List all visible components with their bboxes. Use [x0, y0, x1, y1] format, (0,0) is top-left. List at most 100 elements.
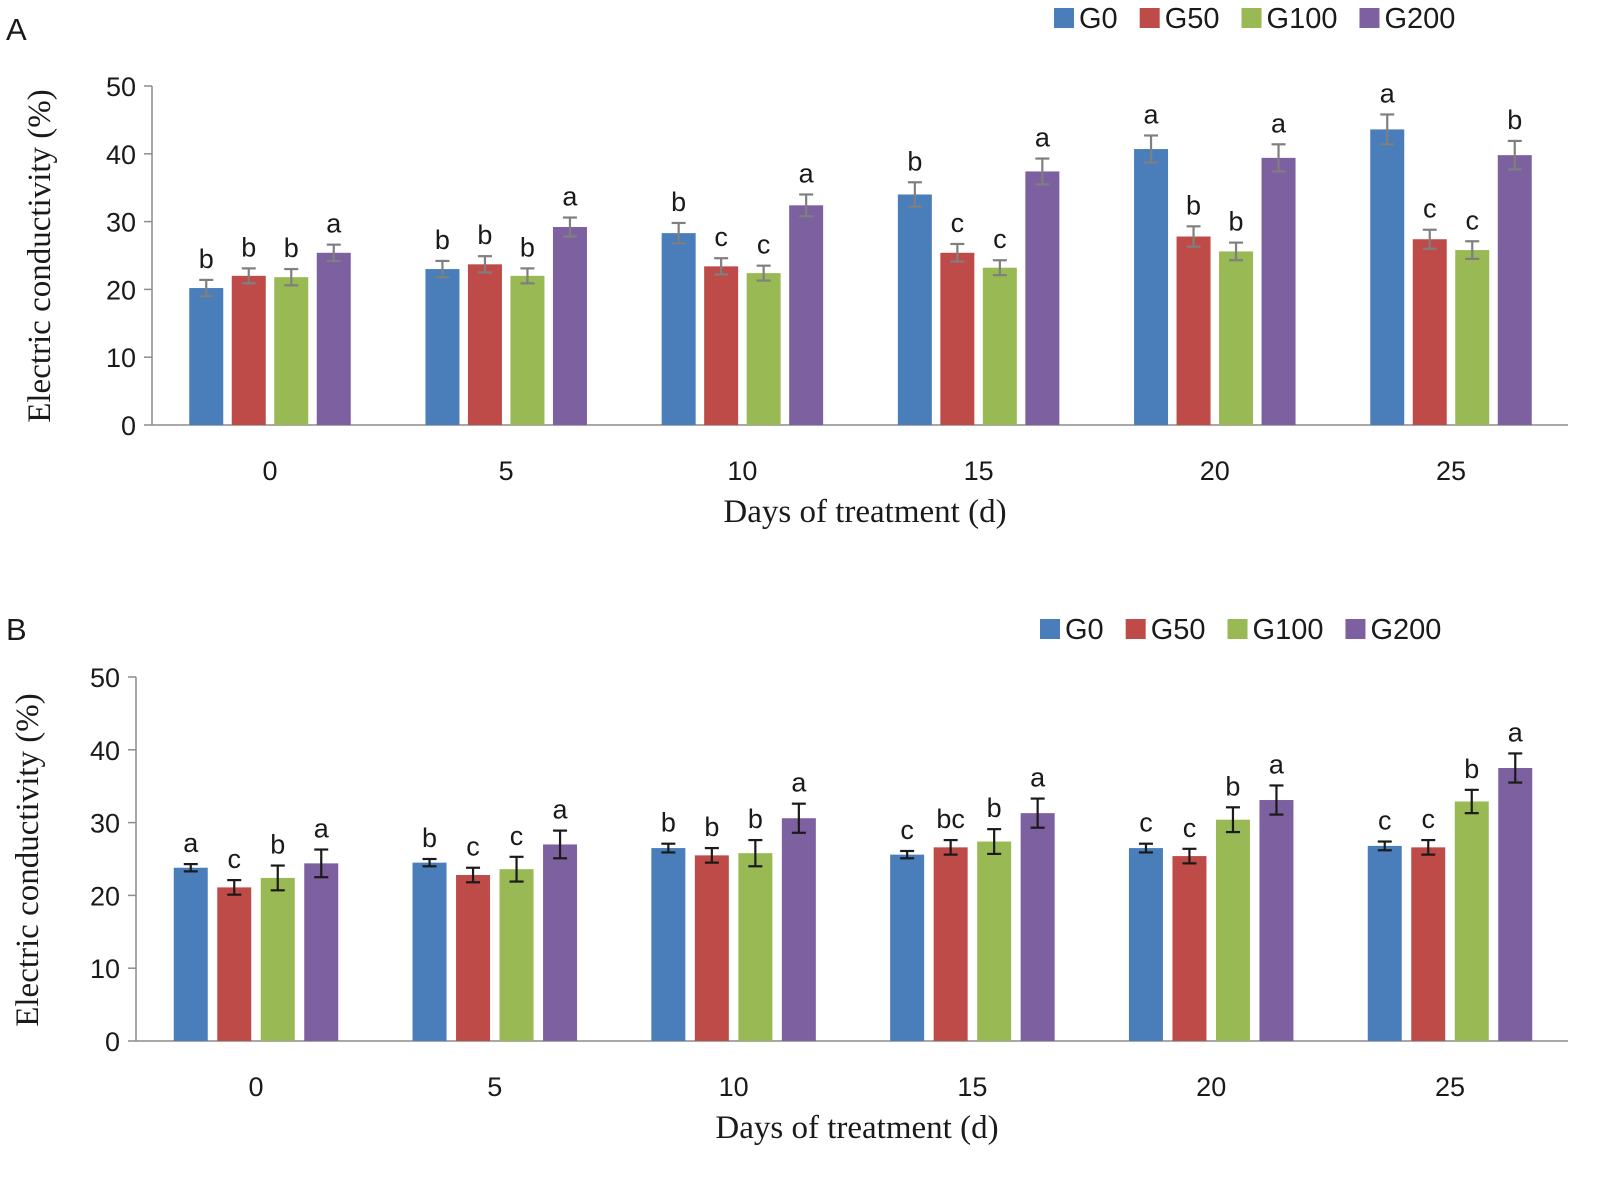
error-bar [270, 864, 285, 892]
error-bar [509, 855, 524, 883]
y-tick-label: 50 [106, 72, 136, 102]
bar-g50-day-25 [1411, 847, 1446, 1041]
x-tick-label: 5 [499, 456, 514, 486]
significance-letter: a [314, 814, 330, 844]
error-bar [1464, 788, 1479, 815]
error-bar [422, 857, 437, 868]
y-tick-label: 0 [105, 1027, 120, 1057]
significance-letter: c [228, 844, 242, 874]
legend-label: G0 [1065, 614, 1104, 646]
bar-g50-day-5 [467, 264, 502, 425]
y-tick-label: 30 [106, 208, 136, 238]
significance-letter: c [993, 224, 1007, 254]
panel-label-a: A [6, 12, 27, 47]
error-bar [791, 802, 806, 834]
significance-letter: c [1378, 806, 1392, 836]
x-axis-title: Days of treatment (d) [715, 1110, 998, 1146]
bar-g50-day-20 [1172, 856, 1207, 1041]
error-bar [1030, 797, 1045, 829]
significance-letter: b [477, 220, 492, 250]
error-bar [704, 846, 719, 864]
significance-letter: b [241, 232, 256, 262]
error-bar [1138, 842, 1153, 854]
bar-g50-day-20 [1176, 236, 1211, 425]
y-tick-label: 40 [90, 736, 120, 766]
legend-item-g100: G100 [1241, 3, 1338, 35]
bar-g200-day-25 [1497, 155, 1532, 425]
bar-g50-day-10 [694, 855, 729, 1041]
bar-g50-day-0 [231, 275, 266, 425]
bar-g0-day-0 [173, 867, 208, 1041]
significance-letter: b [1186, 190, 1201, 220]
error-bar [671, 221, 686, 245]
legend-item-g50: G50 [1139, 3, 1220, 35]
error-bar [1377, 840, 1392, 852]
significance-letter: a [553, 795, 569, 825]
error-bar [520, 267, 535, 285]
significance-letter: b [661, 808, 676, 838]
legend-label: G0 [1079, 3, 1118, 35]
bar-g50-day-10 [704, 266, 739, 425]
significance-letter: c [1139, 808, 1153, 838]
significance-letter: c [714, 222, 728, 252]
significance-letter: b [748, 804, 763, 834]
bar-g200-day-15 [1025, 171, 1060, 425]
legend-item-g200: G200 [1345, 614, 1441, 646]
bar-g100-day-15 [977, 841, 1012, 1041]
bar-g100-day-20 [1215, 819, 1250, 1041]
error-bar [1035, 157, 1050, 186]
y-axis-title: Electric conductivity (%) [10, 693, 46, 1027]
x-tick-label: 0 [262, 456, 277, 486]
bar-g50-day-5 [456, 875, 491, 1041]
error-bar [562, 216, 577, 238]
bar-g0-day-10 [661, 233, 696, 425]
legend-label: G100 [1253, 614, 1324, 646]
bar-g200-day-20 [1261, 157, 1296, 426]
error-bar [1144, 134, 1159, 164]
bar-g100-day-25 [1454, 801, 1489, 1041]
legend-label: G200 [1370, 614, 1441, 646]
x-tick-label: 0 [248, 1072, 263, 1102]
legend-item-g200: G200 [1359, 3, 1455, 35]
error-bar [661, 842, 676, 854]
significance-letter: a [1030, 763, 1046, 793]
bar-g50-day-15 [940, 252, 975, 425]
significance-letter: c [900, 815, 914, 845]
significance-letter: a [562, 182, 578, 212]
error-bar [183, 862, 198, 873]
error-bar [1225, 806, 1240, 834]
significance-letter: a [791, 768, 807, 798]
x-tick-label: 10 [719, 1072, 749, 1102]
error-bar [227, 879, 242, 896]
bar-g0-day-20 [1134, 149, 1169, 425]
legend-label: G100 [1267, 3, 1338, 35]
legend-item-g0: G0 [1054, 3, 1118, 35]
legend-item-g0: G0 [1040, 614, 1104, 646]
significance-letter: a [1144, 99, 1160, 129]
panel-label-b: B [6, 612, 27, 647]
bar-g100-day-5 [499, 869, 534, 1041]
y-tick-label: 20 [90, 881, 120, 911]
significance-letter: a [1035, 123, 1051, 153]
bar-g200-day-0 [304, 863, 339, 1041]
error-bar [992, 259, 1007, 277]
bar-g100-day-20 [1219, 251, 1254, 425]
bar-g50-day-15 [933, 847, 968, 1041]
bar-g100-day-0 [274, 277, 309, 425]
bar-g50-day-0 [217, 887, 252, 1041]
bar-g0-day-15 [897, 194, 932, 425]
legend-swatch [1040, 619, 1060, 639]
bar-g100-day-5 [510, 275, 545, 425]
legend-label: G200 [1384, 3, 1455, 35]
significance-letter: b [284, 233, 299, 263]
significance-letter: bc [936, 804, 965, 834]
significance-letter: b [907, 146, 922, 176]
bar-g0-day-25 [1367, 845, 1402, 1041]
y-tick-label: 0 [121, 411, 136, 441]
bar-g50-day-25 [1412, 239, 1447, 425]
y-tick-label: 10 [106, 343, 136, 373]
error-bar [199, 278, 214, 298]
error-bar [1229, 241, 1244, 262]
